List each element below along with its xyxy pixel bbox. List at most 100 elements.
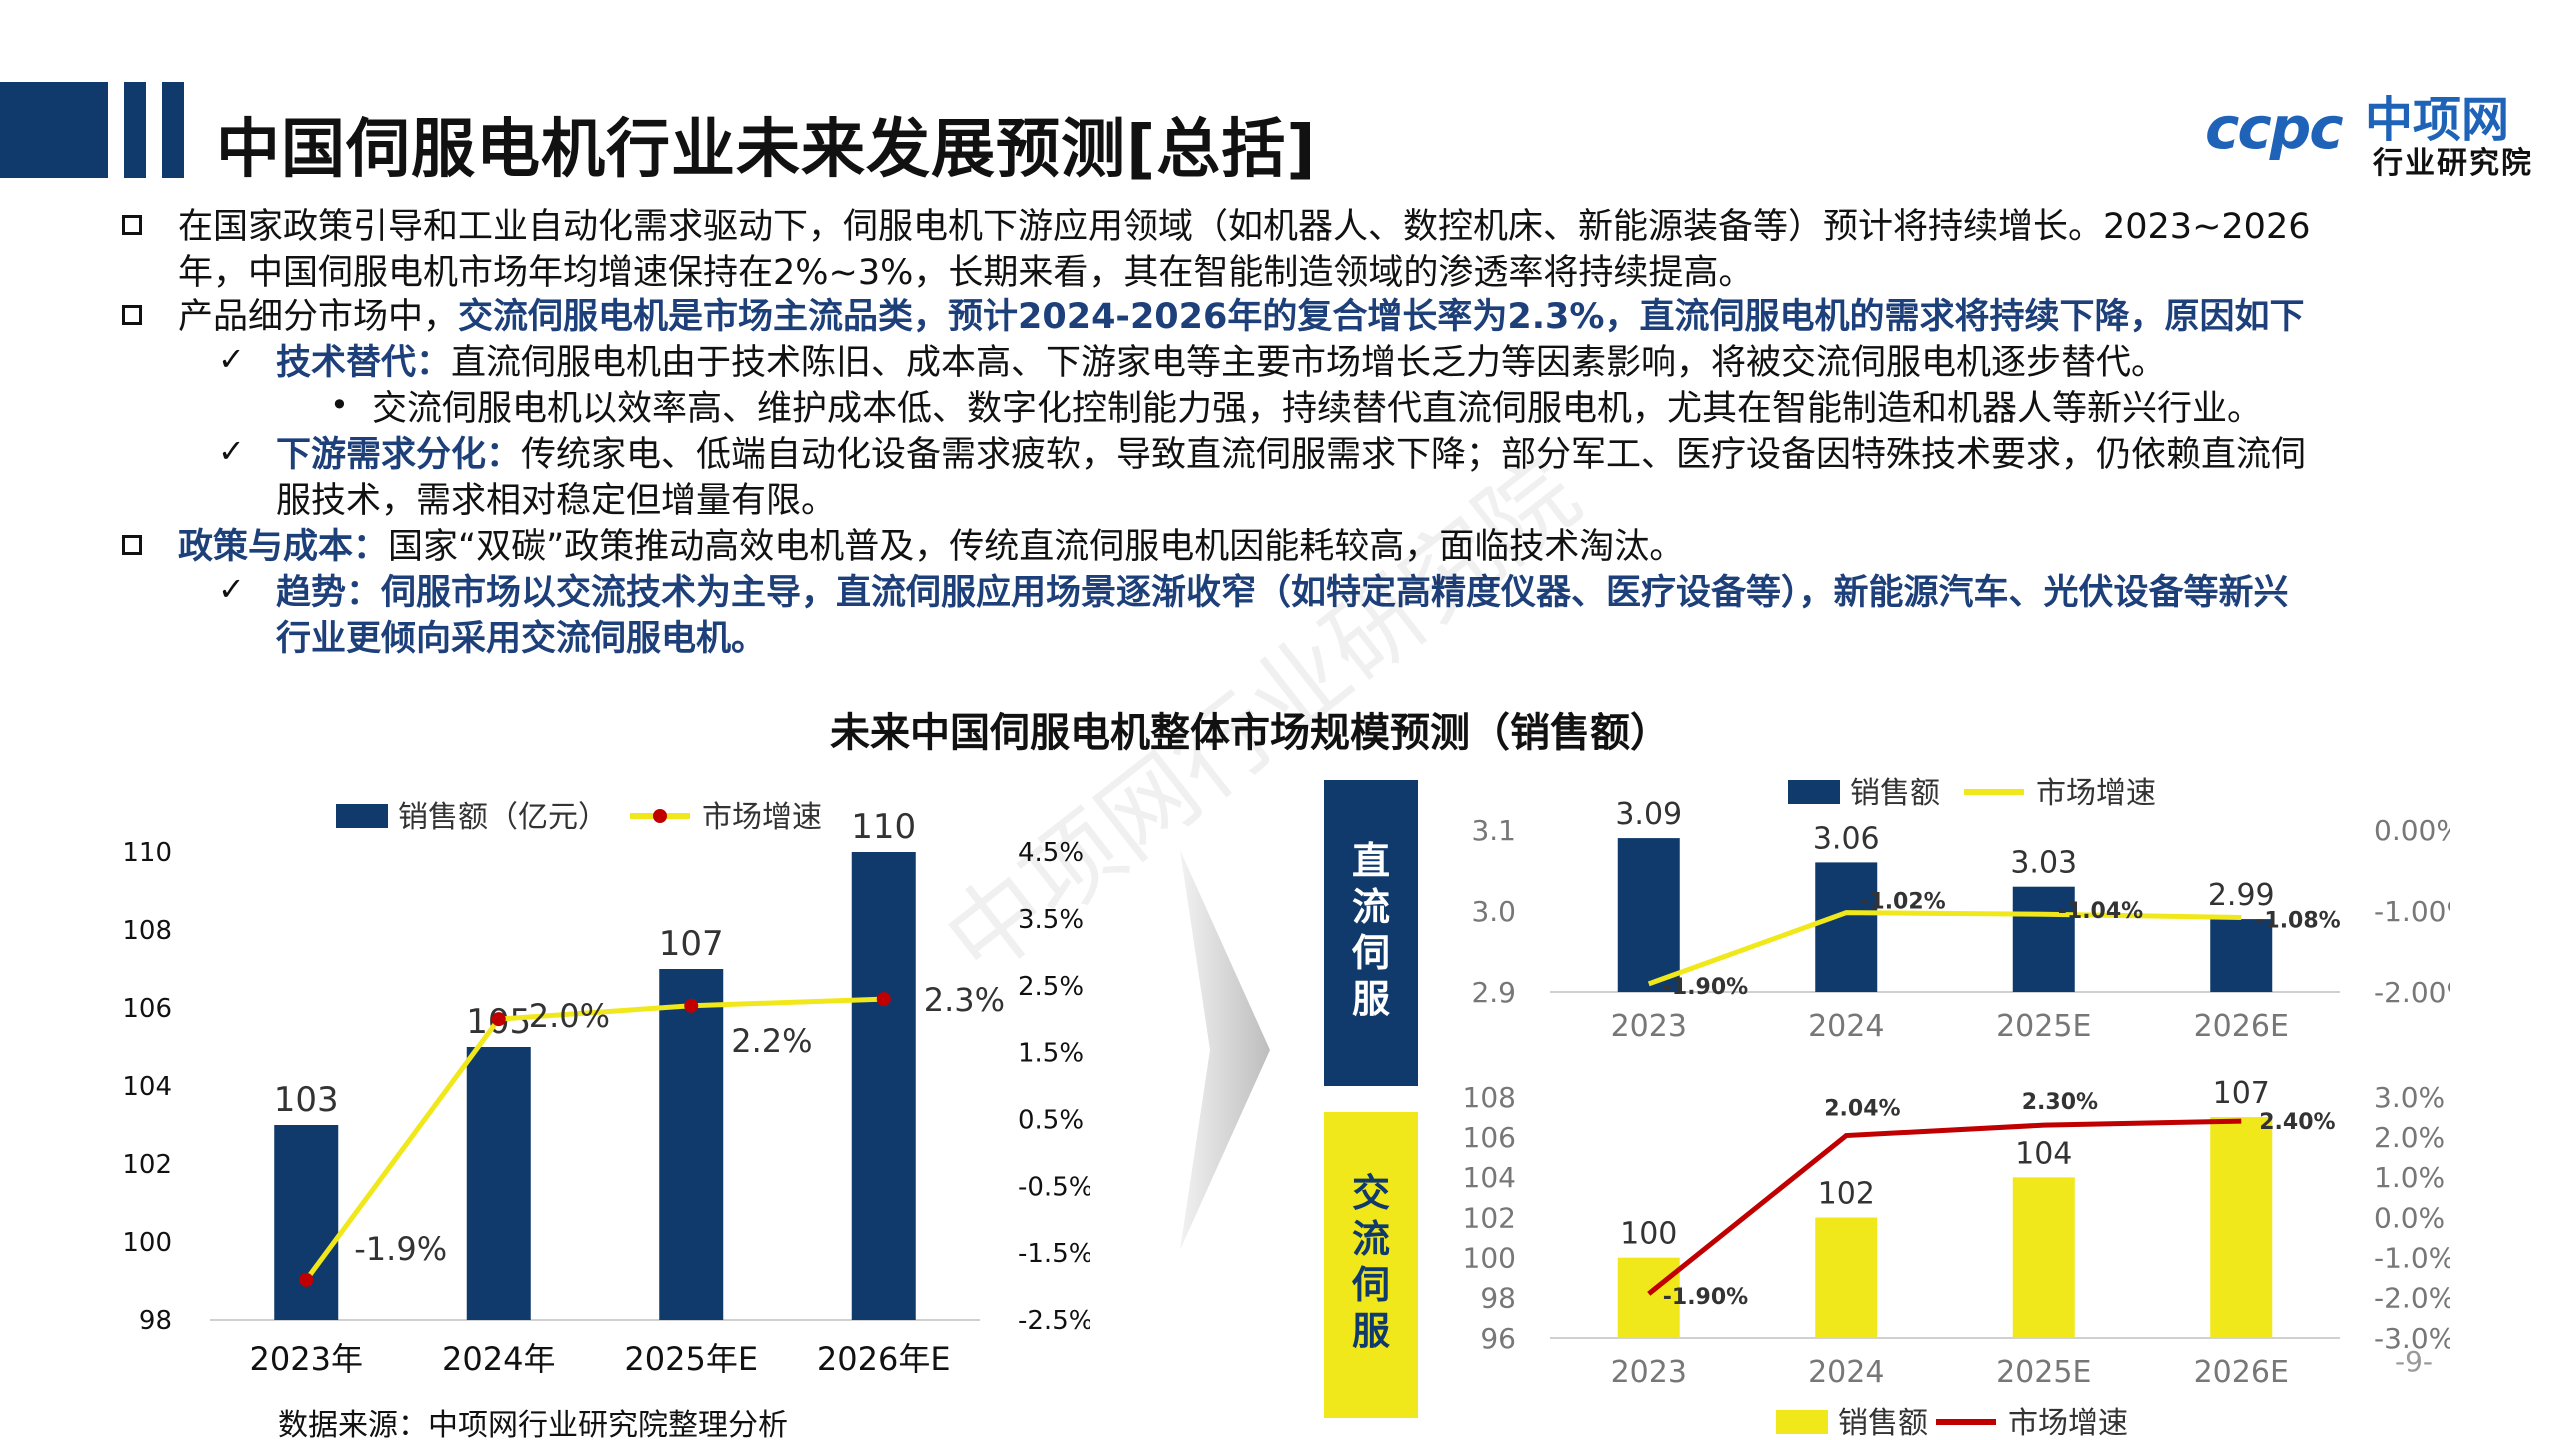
- dc-label-box: [1324, 780, 1418, 1086]
- y-tick-label: 100: [1463, 1241, 1516, 1274]
- bar: [2012, 1177, 2075, 1338]
- y2-tick-label: 0.00%: [2374, 814, 2450, 847]
- data-source: 数据来源：中项网行业研究院整理分析: [278, 1408, 788, 1440]
- check-icon: ✓: [218, 432, 245, 470]
- dc-label: 直流伺服: [1324, 838, 1418, 1022]
- bar-value-label: 104: [2015, 1136, 2072, 1171]
- bar: [274, 1125, 339, 1320]
- arrow-icon: [1180, 850, 1270, 1250]
- y2-tick-label: 2.5%: [1018, 972, 1084, 1002]
- legend-label: 市场增速: [2036, 776, 2156, 811]
- bar-value-label: 100: [1620, 1217, 1677, 1252]
- y-tick-label: 102: [122, 1150, 172, 1180]
- bar-value-label: 103: [274, 1080, 339, 1120]
- bar-value-label: 2.99: [2208, 878, 2275, 913]
- growth-label: -1.08%: [2255, 908, 2340, 933]
- growth-line: [1647, 1118, 2242, 1296]
- bar: [2210, 1117, 2273, 1338]
- bar: [1815, 1217, 1878, 1338]
- y2-tick-label: 3.0%: [2374, 1081, 2445, 1114]
- y-tick-label: 104: [1463, 1161, 1516, 1194]
- growth-label: -1.9%: [354, 1230, 447, 1268]
- sub-bullet-2-cont: 服技术，需求相对稳定但增量有限。: [276, 481, 837, 521]
- growth-label: -1.04%: [2058, 899, 2143, 924]
- sub-bullet-3-line-2: 行业更倾向采用交流伺服电机。: [276, 619, 767, 659]
- sub-bullet-2-bold: 下游需求分化：: [276, 435, 522, 475]
- sub-bullet-1-bold: 技术替代：: [276, 343, 452, 383]
- y2-tick-label: 4.5%: [1018, 838, 1084, 868]
- bar-value-label: 102: [1818, 1177, 1875, 1212]
- bar: [2210, 919, 2273, 992]
- sub-bullet-2: 下游需求分化：传统家电、低端自动化设备需求疲软，导致直流伺服需求下降；部分军工、…: [276, 432, 2526, 478]
- logo-text-en: ccpc: [2205, 94, 2344, 162]
- bullet-1-line-1: 在国家政策引导和工业自动化需求驱动下，伺服电机下游应用领域（如机器人、数控机床、…: [178, 207, 2311, 247]
- ccpc-logo: ccpc 中项网 行业研究院: [2205, 74, 2535, 184]
- header-accent-block: [0, 82, 108, 178]
- x-tick-label: 2026E: [2194, 1009, 2289, 1044]
- bar-value-label: 3.03: [2010, 846, 2077, 881]
- x-tick-label: 2025E: [1996, 1009, 2091, 1044]
- growth-label: -1.90%: [1663, 1285, 1748, 1310]
- bullet-1-line-2: 年，中国伺服电机市场年均增速保持在2%~3%，长期来看，其在智能制造领域的渗透率…: [178, 253, 1754, 293]
- bar-value-label: 107: [659, 924, 724, 964]
- bullet-square: [122, 215, 142, 235]
- bullet-2: 产品细分市场中，交流伺服电机是市场主流品类，预计2024-2026年的复合增长率…: [178, 294, 2560, 340]
- y2-tick-label: 0.0%: [2374, 1201, 2445, 1234]
- y2-tick-label: 3.5%: [1018, 905, 1084, 935]
- bar-value-label: 3.06: [1813, 821, 1880, 856]
- growth-point: [491, 1012, 506, 1027]
- ac-label-text: 交流伺服: [1351, 1171, 1390, 1353]
- header-accent-stripe: [162, 82, 184, 178]
- x-tick-label: 2026E: [2194, 1355, 2289, 1390]
- dot-icon: •: [330, 386, 349, 424]
- bar: [851, 852, 916, 1320]
- y-tick-label: 98: [1480, 1282, 1516, 1315]
- bullet-3-bold: 政策与成本：: [178, 527, 389, 567]
- y2-tick-label: -2.00%: [2374, 976, 2450, 1009]
- legend-label: 销售额（亿元）: [398, 800, 608, 835]
- logo-text-cn: 中项网: [2365, 92, 2510, 148]
- y-tick-label: 100: [122, 1228, 172, 1258]
- x-tick-label: 2023: [1611, 1355, 1687, 1390]
- growth-label: 2.0%: [529, 997, 610, 1035]
- ac-label: 交流伺服: [1324, 1170, 1418, 1354]
- header-accent-stripe: [124, 82, 146, 178]
- bar: [466, 1047, 531, 1320]
- y2-tick-label: -3.0%: [2374, 1322, 2450, 1355]
- legend-swatch-bar: [1788, 780, 1840, 804]
- y2-tick-label: 0.5%: [1018, 1106, 1084, 1136]
- total-market-chart: 98 100 102 104 106 108 110 -2.5% -1.5% -0.5% 0.5% 1…: [122, 800, 1090, 1378]
- sub-bullet-2-text: 传统家电、低端自动化设备需求疲软，导致直流伺服需求下降；部分军工、医疗设备因特殊…: [521, 435, 2307, 475]
- y2-tick-label: -2.0%: [2374, 1282, 2450, 1315]
- bullet-2-plain: 产品细分市场中，: [178, 297, 459, 337]
- y2-tick-label: -2.5%: [1018, 1306, 1090, 1336]
- x-tick-label: 2023: [1611, 1009, 1687, 1044]
- legend-swatch-bar: [336, 804, 388, 828]
- x-tick-label: 2024: [1808, 1355, 1884, 1390]
- growth-point: [876, 992, 891, 1007]
- sub-bullet-1: 技术替代：直流伺服电机由于技术陈旧、成本高、下游家电等主要市场增长乏力等因素影响…: [276, 340, 2526, 386]
- bar-value-label: 3.09: [1615, 797, 1682, 832]
- growth-line: [304, 996, 884, 1282]
- legend-label: 市场增速: [702, 800, 822, 835]
- x-tick-label: 2026年E: [817, 1340, 951, 1378]
- watermark: 中项网行业研究院: [925, 437, 1599, 998]
- bar-value-label: 110: [851, 807, 916, 847]
- ac-servo-chart: 96 98 100 102 104 106 108 -3.0% -2.0% -1.0% 0.0% 1.…: [1463, 1076, 2450, 1440]
- bullet-3-text: 国家“双碳”政策推动高效电机普及，传统直流伺服电机因能耗较高，面临技术淘汰。: [388, 527, 1685, 567]
- bullet-square: [122, 535, 142, 555]
- y-tick-label: 106: [1463, 1121, 1516, 1154]
- bar: [1617, 838, 1680, 992]
- y2-tick-label: -1.0%: [2374, 1241, 2450, 1274]
- growth-point: [299, 1272, 314, 1287]
- y2-tick-label: -1.00%: [2374, 895, 2450, 928]
- check-icon: ✓: [218, 570, 245, 608]
- x-tick-label: 2024年: [442, 1340, 555, 1378]
- page-title: 中国伺服电机行业未来发展预测[总括]: [216, 113, 1317, 187]
- growth-label: -1.90%: [1663, 975, 1748, 1000]
- bar: [659, 969, 724, 1320]
- y-tick-label: 96: [1480, 1322, 1516, 1355]
- y-tick-label: 110: [122, 838, 172, 868]
- bullet-2-bold: 交流伺服电机是市场主流品类，预计2024-2026年的复合增长率为2.3%，直流…: [458, 297, 2305, 337]
- legend-label: 销售额: [1850, 776, 1940, 811]
